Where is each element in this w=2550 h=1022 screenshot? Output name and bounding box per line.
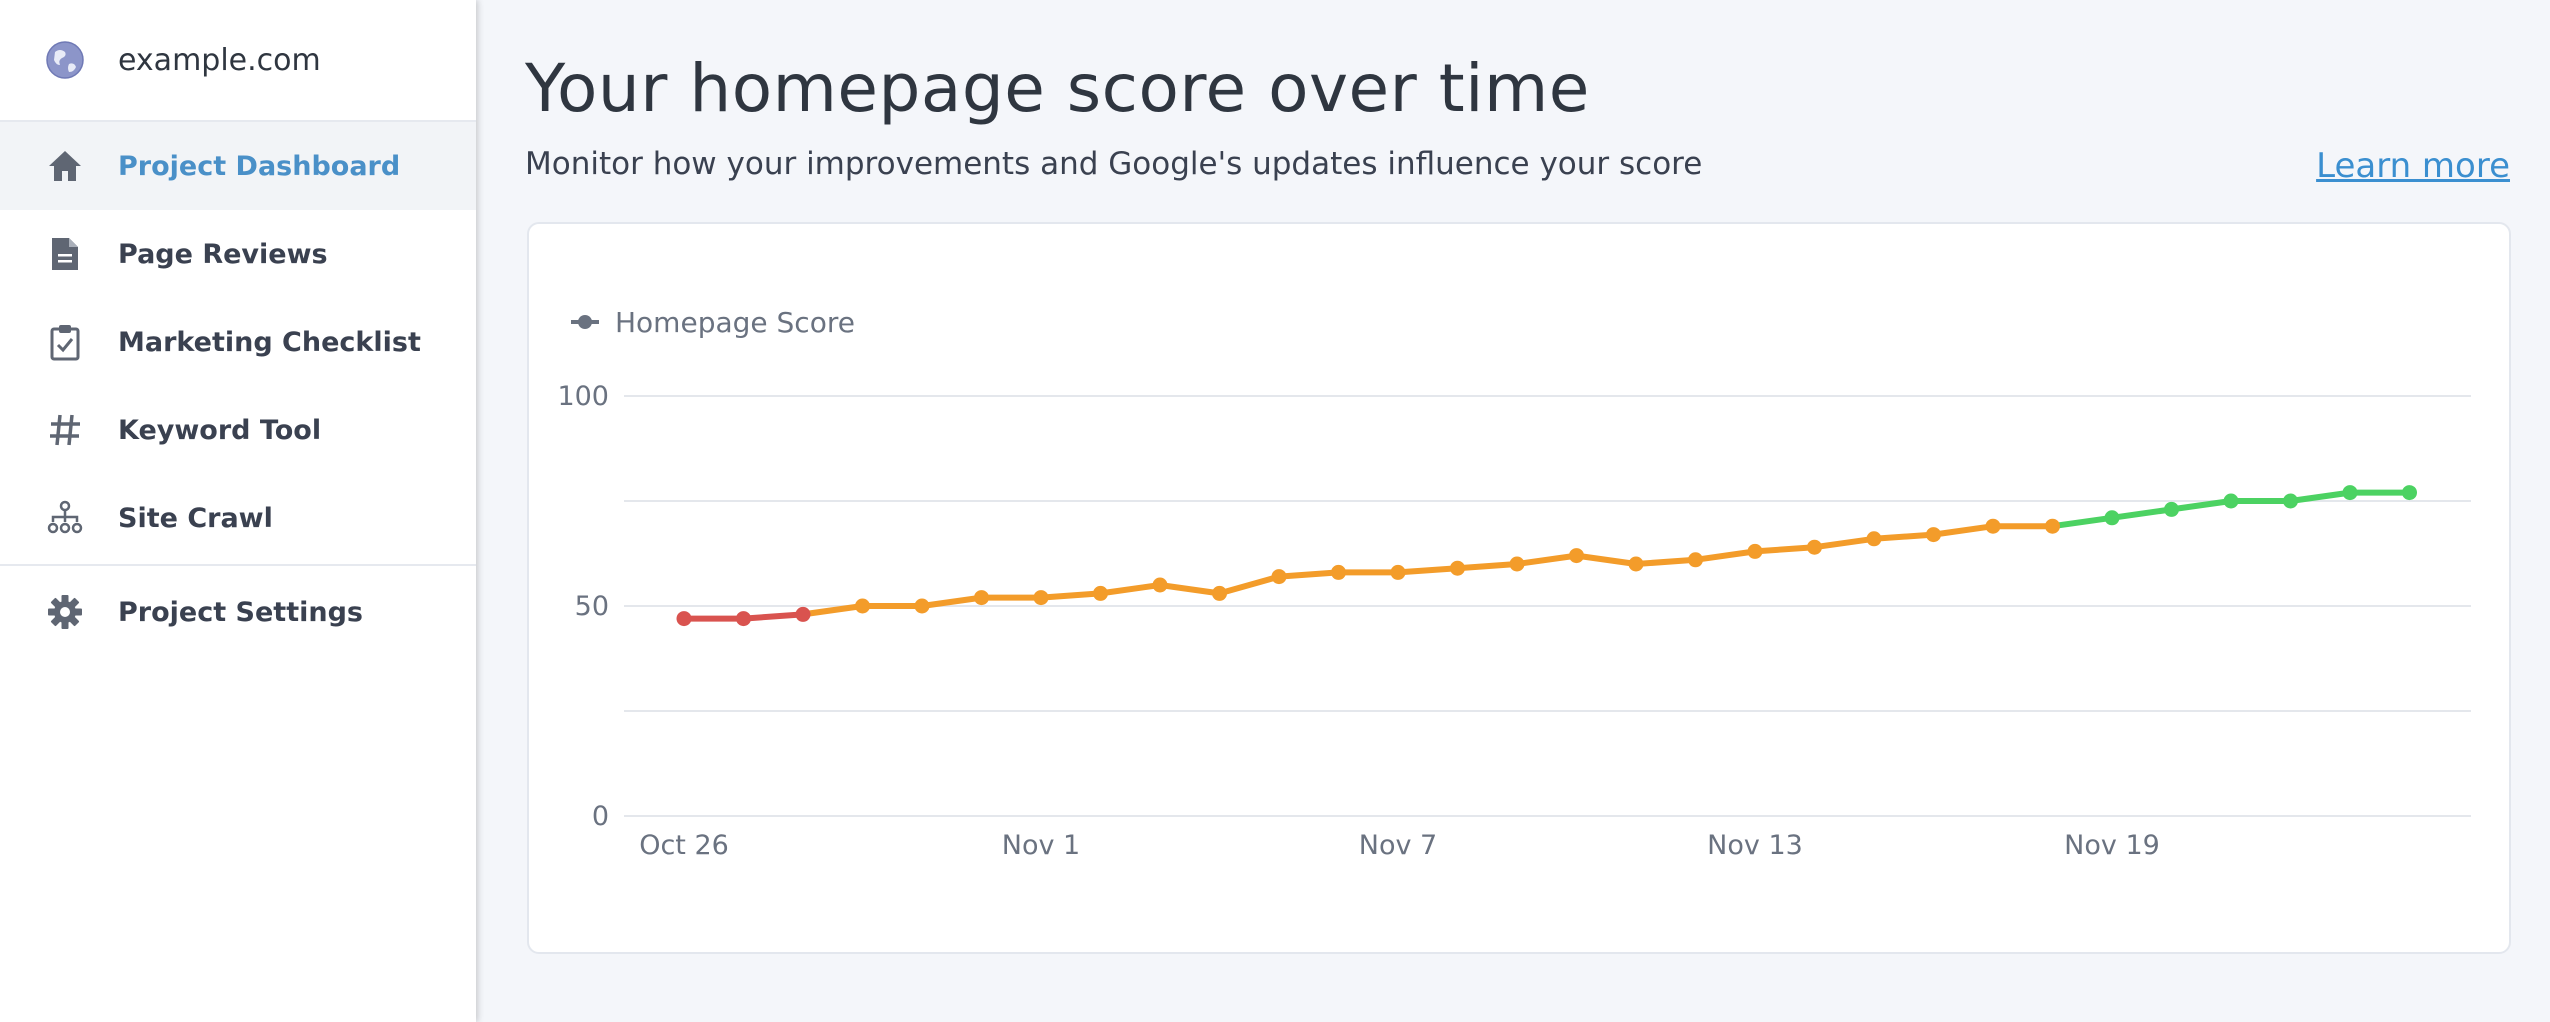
sidebar-item-marketing-checklist[interactable]: Marketing Checklist (0, 298, 476, 386)
data-point[interactable] (2045, 518, 2060, 534)
series-line-segment (1633, 556, 1699, 567)
series-line-segment (1276, 569, 1342, 580)
data-point[interactable] (1569, 548, 1584, 564)
x-tick-label: Nov 1 (1002, 830, 1080, 861)
data-point[interactable] (795, 606, 811, 622)
document-icon (45, 234, 85, 274)
data-point[interactable] (676, 611, 692, 627)
data-point[interactable] (1390, 564, 1406, 580)
page-subtitle: Monitor how your improvements and Google… (525, 146, 1703, 182)
series-line-segment (1395, 565, 1461, 576)
series-line-segment (2109, 506, 2175, 521)
site-name: example.com (118, 42, 321, 78)
data-point[interactable] (1926, 527, 1941, 543)
series-line-segment (1871, 531, 1937, 542)
series-line-segment (740, 611, 806, 622)
data-point[interactable] (2402, 485, 2417, 501)
sidebar-item-keyword-tool[interactable]: Keyword Tool (0, 386, 476, 474)
data-point[interactable] (1271, 569, 1287, 585)
page-title: Your homepage score over time (525, 50, 1590, 127)
data-point[interactable] (1866, 531, 1882, 547)
data-point[interactable] (736, 611, 751, 627)
sidebar-item-label: Project Settings (118, 596, 363, 628)
sidebar: example.com Project Dashboard Page Revie… (0, 0, 476, 1022)
series-line-segment (2049, 514, 2115, 530)
data-point[interactable] (2342, 485, 2358, 501)
series-line-segment (1454, 561, 1520, 572)
sidebar-item-project-settings[interactable]: Project Settings (0, 568, 476, 656)
clipboard-check-icon (45, 322, 85, 362)
series-line-segment (1692, 548, 1758, 563)
sidebar-item-label: Page Reviews (118, 238, 328, 270)
data-point[interactable] (2283, 493, 2298, 509)
series-line-segment (1038, 590, 1104, 601)
data-point[interactable] (2223, 493, 2239, 509)
series-line-segment (1930, 523, 1996, 538)
y-tick-label: 100 (557, 381, 609, 412)
data-point[interactable] (1152, 577, 1168, 593)
legend-label: Homepage Score (615, 306, 855, 339)
hashtag-icon (45, 410, 85, 450)
home-icon (45, 146, 85, 186)
y-tick-label: 50 (575, 591, 609, 622)
data-point[interactable] (855, 598, 870, 614)
series-line-segment (919, 594, 985, 609)
series-line-segment (1157, 582, 1223, 597)
globe-icon (46, 41, 84, 79)
data-point[interactable] (1450, 560, 1465, 576)
data-point[interactable] (1331, 564, 1346, 580)
data-point[interactable] (2104, 510, 2120, 526)
data-point[interactable] (1688, 552, 1703, 568)
series-line-segment (800, 603, 866, 618)
x-tick-label: Oct 26 (639, 830, 729, 861)
sidebar-item-label: Keyword Tool (118, 414, 322, 446)
data-point[interactable] (1807, 539, 1822, 555)
series-line-segment (1514, 552, 1580, 567)
data-point[interactable] (1033, 590, 1049, 606)
series-line-segment (1811, 535, 1877, 551)
series-line-segment (1216, 573, 1282, 597)
sidebar-item-page-reviews[interactable]: Page Reviews (0, 210, 476, 298)
sidebar-item-project-dashboard[interactable]: Project Dashboard (0, 122, 476, 210)
x-tick-label: Nov 13 (1707, 830, 1803, 861)
data-point[interactable] (1985, 518, 2001, 534)
legend-marker (578, 315, 592, 329)
data-point[interactable] (1628, 556, 1644, 572)
series-line-segment (2287, 489, 2353, 504)
sidebar-item-label: Project Dashboard (118, 150, 401, 182)
score-chart: Homepage Score 100 50 0 Oct 26 Nov 1 Nov 7 No… (557, 306, 2471, 861)
data-point[interactable] (1212, 585, 1227, 601)
data-point[interactable] (1509, 556, 1525, 572)
series-line-segment (1097, 582, 1163, 597)
chart-legend[interactable]: Homepage Score (571, 306, 855, 339)
data-point[interactable] (1747, 543, 1763, 559)
data-point[interactable] (974, 590, 989, 606)
main-content: Your homepage score over time Monitor ho… (525, 0, 2525, 1022)
x-tick-label: Nov 19 (2064, 830, 2160, 861)
sidebar-divider (0, 564, 476, 566)
learn-more-link[interactable]: Learn more (2316, 146, 2510, 186)
series-line-segment (1573, 552, 1639, 567)
gear-icon (45, 592, 85, 632)
x-tick-label: Nov 7 (1359, 830, 1437, 861)
series-line-segment (2168, 498, 2234, 513)
sidebar-item-label: Marketing Checklist (118, 326, 421, 358)
sidebar-item-site-crawl[interactable]: Site Crawl (0, 474, 476, 562)
score-chart-card: Homepage Score 100 50 0 Oct 26 Nov 1 Nov 7 No… (527, 222, 2511, 954)
y-tick-label: 0 (592, 801, 609, 832)
site-header[interactable]: example.com (0, 0, 476, 122)
sitemap-icon (45, 498, 85, 538)
data-point[interactable] (2164, 501, 2179, 517)
data-point[interactable] (1093, 585, 1108, 601)
series-line-segment (1752, 544, 1818, 555)
sidebar-item-label: Site Crawl (118, 502, 273, 534)
data-point[interactable] (914, 598, 930, 614)
